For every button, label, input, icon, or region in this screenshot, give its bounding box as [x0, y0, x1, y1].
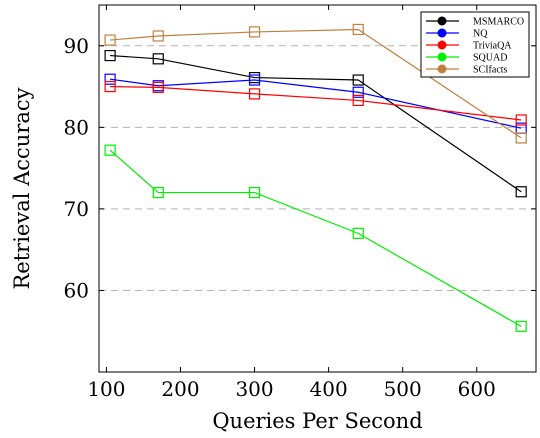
x-tick-label: 500 — [384, 377, 422, 401]
data-point-nq — [352, 86, 364, 98]
series-line-scifacts — [110, 28, 522, 139]
legend-marker — [437, 64, 447, 74]
y-tick-label: 70 — [64, 197, 89, 221]
data-point-scifacts — [515, 132, 527, 144]
legend-marker — [437, 28, 447, 38]
series-lines — [104, 23, 527, 332]
data-point-squad — [515, 320, 527, 332]
legend-marker — [437, 40, 447, 50]
series-line-nq — [110, 78, 522, 129]
axis-ticks: 100 200 300 400 500 600 60 70 80 90 — [64, 5, 536, 401]
data-point-triviaqa — [515, 114, 527, 126]
data-point-scifacts — [352, 23, 364, 36]
series-triviaqa — [104, 80, 527, 126]
x-tick-label: 600 — [458, 377, 496, 401]
gridlines — [99, 45, 536, 291]
data-point-msmarco — [352, 74, 364, 86]
y-axis-label: Retrieval Accuracy — [10, 87, 34, 289]
y-tick-label: 90 — [64, 34, 89, 58]
series-scifacts — [104, 23, 527, 144]
data-point-squad — [248, 186, 261, 199]
legend-marker — [437, 52, 447, 62]
data-point-nq — [248, 74, 261, 86]
x-axis-label: Queries Per Second — [212, 409, 422, 433]
legend-label: MSMARCO — [473, 17, 524, 28]
data-point-scifacts — [104, 34, 116, 46]
x-tick-label: 200 — [161, 377, 199, 401]
data-point-triviaqa — [104, 80, 116, 93]
legend-label: NQ — [473, 29, 488, 40]
data-point-triviaqa — [152, 81, 164, 93]
data-point-scifacts — [248, 26, 261, 38]
y-tick-label: 60 — [64, 278, 89, 302]
plot-area-frame — [98, 4, 537, 373]
legend-label: SCIfacts — [473, 65, 508, 76]
x-tick-label: 300 — [235, 377, 273, 401]
data-point-msmarco — [104, 49, 116, 62]
data-point-triviaqa — [248, 88, 261, 100]
data-point-triviaqa — [352, 94, 364, 107]
series-line-squad — [109, 149, 522, 327]
series-line-triviaqa — [110, 85, 522, 121]
series-nq — [104, 73, 527, 134]
data-point-squad — [352, 227, 364, 239]
data-point-msmarco — [152, 53, 164, 65]
x-tick-label: 100 — [87, 377, 125, 401]
y-tick-label: 80 — [64, 115, 89, 139]
series-squad — [104, 144, 527, 332]
x-tick-label: 400 — [310, 377, 348, 401]
series-msmarco — [104, 49, 527, 198]
data-point-squad — [152, 186, 164, 199]
legend-label: SQUAD — [473, 53, 507, 64]
legend-label: TriviaQA — [473, 41, 512, 52]
data-point-nq — [104, 73, 116, 85]
data-point-msmarco — [515, 186, 527, 198]
series-line-msmarco — [110, 54, 522, 193]
legend-marker — [437, 16, 447, 26]
data-point-squad — [104, 144, 116, 156]
data-point-scifacts — [152, 30, 164, 42]
